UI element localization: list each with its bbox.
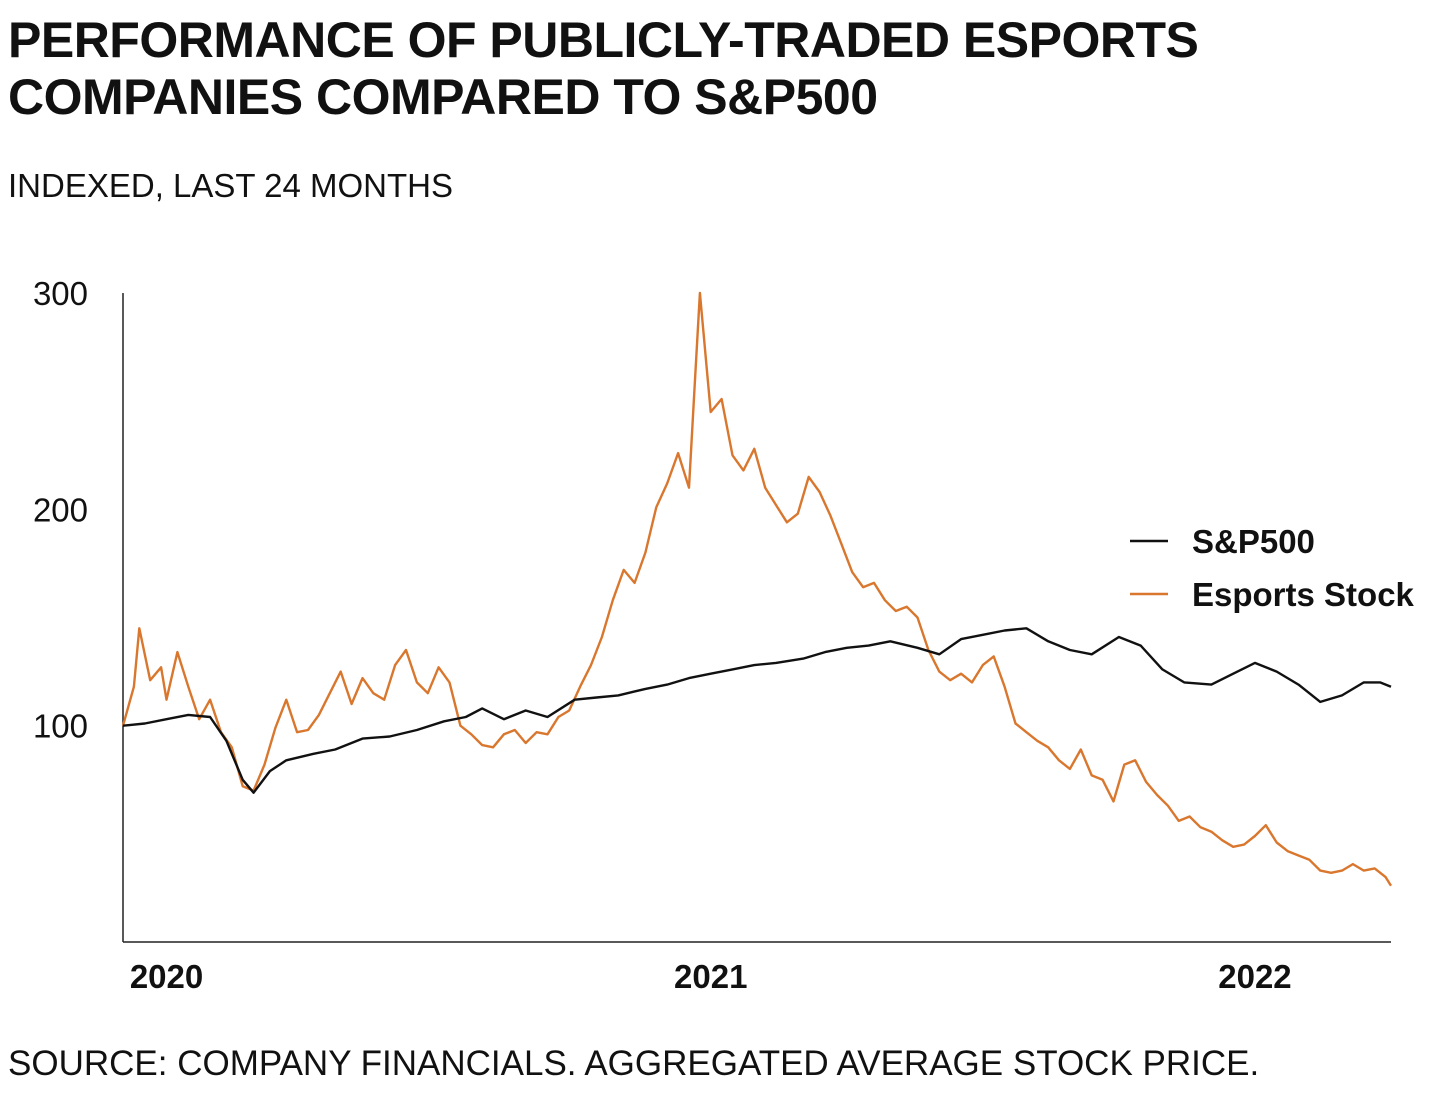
legend-label: S&P500	[1192, 523, 1315, 560]
x-axis: 2020 2021 2022	[123, 941, 1391, 995]
y-tick-label: 100	[33, 708, 88, 745]
y-tick-label: 300	[33, 275, 88, 312]
source-note: SOURCE: COMPANY FINANCIALS. AGGREGATED A…	[8, 1044, 1260, 1083]
x-tick-label: 2021	[674, 958, 747, 995]
chart-title-line-1: PERFORMANCE OF PUBLICLY-TRADED ESPORTS	[8, 12, 1199, 68]
chart-title: PERFORMANCE OF PUBLICLY-TRADED ESPORTS C…	[8, 12, 1428, 126]
x-tick-label: 2022	[1218, 958, 1291, 995]
chart-subtitle: INDEXED, LAST 24 MONTHS	[8, 167, 454, 204]
series-line-sp500	[122, 627, 1392, 794]
series-line-esports-stock	[121, 291, 1393, 887]
legend-label: Esports Stock	[1192, 576, 1415, 613]
legend: S&P500 Esports Stock	[1130, 523, 1415, 613]
x-tick-label: 2020	[130, 958, 203, 995]
y-axis: 100 200 300	[33, 275, 124, 942]
line-chart: 100 200 300 2020 2021 2022 S&P500 Esports Sto…	[33, 275, 1415, 995]
chart-title-line-2: COMPANIES COMPARED TO S&P500	[8, 69, 878, 125]
y-tick-labels: 100 200 300	[33, 275, 88, 745]
y-tick-label: 200	[33, 491, 88, 528]
x-tick-labels: 2020 2021 2022	[130, 958, 1292, 995]
plot-area	[121, 291, 1393, 887]
